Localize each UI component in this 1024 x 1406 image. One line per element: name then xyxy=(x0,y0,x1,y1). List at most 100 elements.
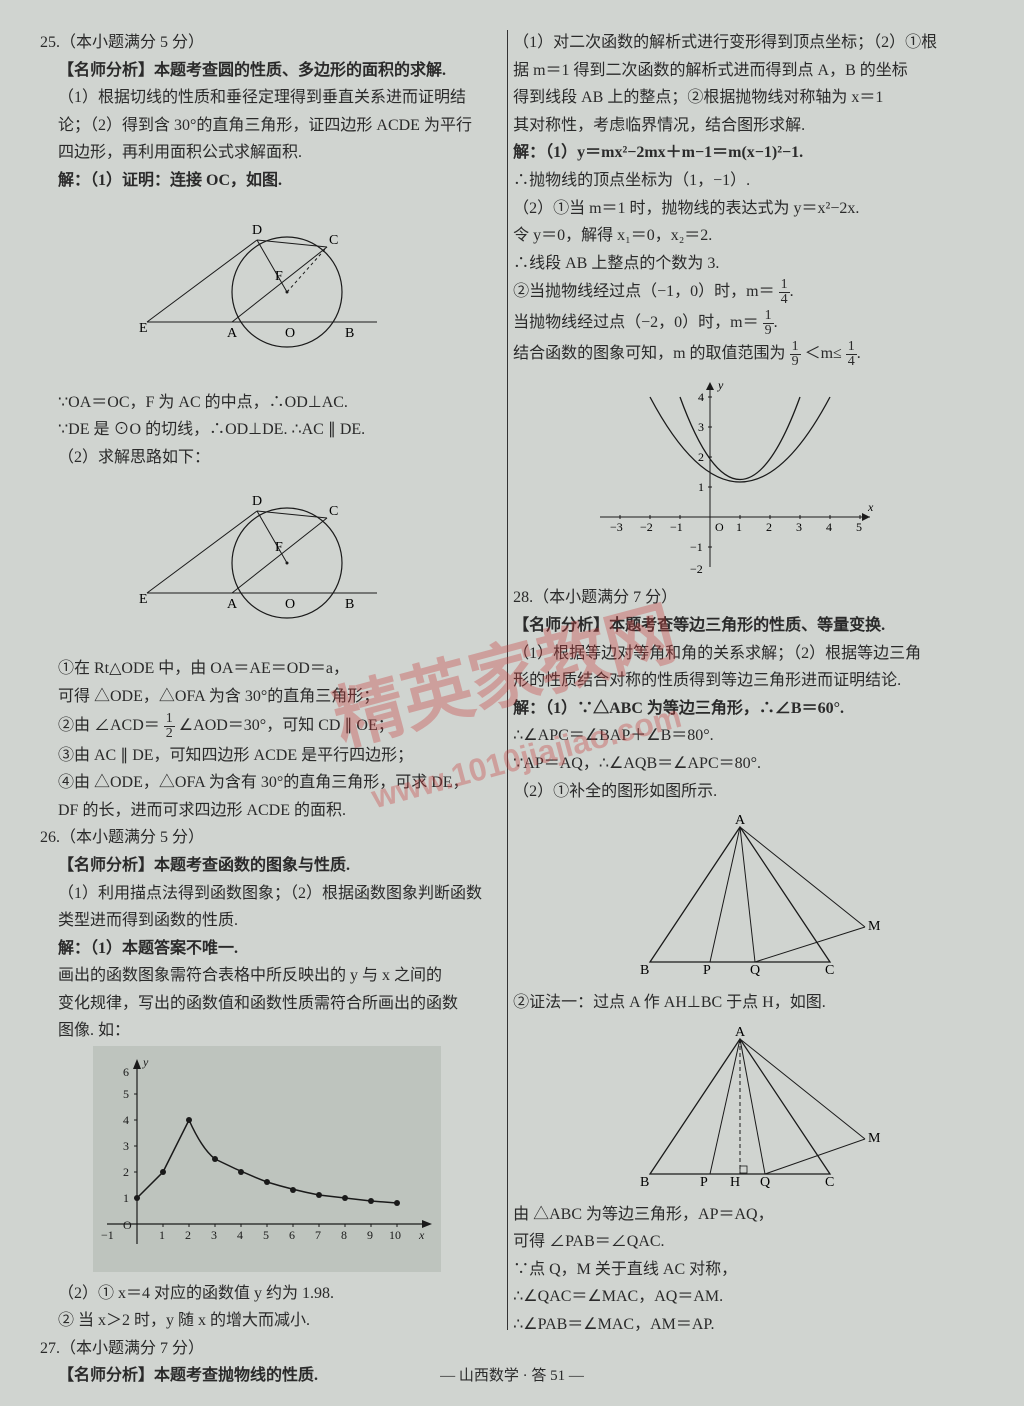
q28-p2: 可得 ∠PAB＝∠QAC. xyxy=(513,1229,966,1255)
q28-p5: ∴∠PAB＝∠MAC，AM＝AP. xyxy=(513,1312,966,1338)
q25-l2: 论；（2）得到含 30°的直角三角形，证四边形 ACDE 为平行 xyxy=(40,113,493,139)
r-l3: 得到线段 AB 上的整点；②根据抛物线对称轴为 x＝1 xyxy=(513,85,966,111)
q25-s1: ①在 Rt△ODE 中，由 OA＝AE＝OD＝a， xyxy=(40,656,493,682)
q26-l3: 画出的函数图象需符合表格中所反映出的 y 与 x 之间的 xyxy=(40,963,493,989)
svg-text:A: A xyxy=(735,1025,746,1040)
q25-l3: 四边形，再利用面积公式求解面积. xyxy=(40,140,493,166)
q28-analysis: 【名师分析】本题考查等边三角形的性质、等量变换. xyxy=(513,613,966,639)
q25-s3b: ∠AOD＝30°，可知 CD ∥ OE； xyxy=(179,717,394,734)
circle-figure-2: D C F E A O B xyxy=(127,478,407,648)
svg-text:9: 9 xyxy=(367,1228,373,1242)
triangle-figure-1: A B P Q C M xyxy=(590,812,890,982)
svg-text:H: H xyxy=(730,1175,740,1190)
label-D2: D xyxy=(252,494,262,509)
svg-text:Q: Q xyxy=(760,1175,770,1190)
q26-a1: （2）① x＝4 对应的函数值 y 约为 1.98. xyxy=(40,1281,493,1307)
q26-sol: 解：（1）本题答案不唯一. xyxy=(40,936,493,962)
svg-text:x: x xyxy=(867,500,874,514)
q25-s4: ③由 AC ∥ DE，可知四边形 ACDE 是平行四边形； xyxy=(40,743,493,769)
r-sol8-mid: ＜m≤ xyxy=(805,346,842,363)
triangle-figure-2: A B P H Q C M xyxy=(590,1024,890,1194)
frac-1-9: 19 xyxy=(763,309,774,338)
label-O2: O xyxy=(285,597,295,612)
q25-sol-header: 解：（1）证明：连接 OC，如图. xyxy=(40,168,493,194)
svg-text:3: 3 xyxy=(211,1228,217,1242)
r-sol7a: 当抛物线经过点（−2，0）时，m＝ xyxy=(513,315,758,332)
r-sol6: ②当抛物线经过点（−1，0）时，m＝ 14. xyxy=(513,278,966,307)
q25-header: 25.（本小题满分 5 分） xyxy=(40,30,493,56)
label-A: A xyxy=(227,326,238,341)
r-sol2: ∴抛物线的顶点坐标为（1，−1）. xyxy=(513,168,966,194)
q25-p2: ∵DE 是 ⊙O 的切线，∴OD⊥DE. ∴AC ∥ DE. xyxy=(40,417,493,443)
svg-text:−1: −1 xyxy=(690,540,703,554)
label-A2: A xyxy=(227,597,238,612)
svg-text:P: P xyxy=(703,963,711,978)
r-sol6a: ②当抛物线经过点（−1，0）时，m＝ xyxy=(513,284,774,301)
svg-text:M: M xyxy=(868,919,881,934)
q25-analysis: 【名师分析】本题考查圆的性质、多边形的面积的求解. xyxy=(40,58,493,84)
q26-l2: 类型进而得到函数的性质. xyxy=(40,908,493,934)
svg-text:−1: −1 xyxy=(101,1228,114,1242)
label-C: C xyxy=(329,233,338,248)
q25-p3: （2）求解思路如下： xyxy=(40,445,493,471)
q26-header: 26.（本小题满分 5 分） xyxy=(40,825,493,851)
svg-text:1: 1 xyxy=(123,1191,129,1205)
q28-sol4: （2）①补全的图形如图所示. xyxy=(513,779,966,805)
svg-text:2: 2 xyxy=(766,520,772,534)
q26-l5: 图像. 如： xyxy=(40,1018,493,1044)
svg-text:4: 4 xyxy=(826,520,832,534)
svg-text:5: 5 xyxy=(263,1228,269,1242)
label-E: E xyxy=(139,321,148,336)
page-content: 25.（本小题满分 5 分） 【名师分析】本题考查圆的性质、多边形的面积的求解.… xyxy=(40,30,984,1391)
label-B2: B xyxy=(345,597,354,612)
frac-1-4: 14 xyxy=(779,278,790,307)
q28-sol2: ∴∠APC＝∠BAP＋∠B＝80°. xyxy=(513,723,966,749)
q28-header: 28.（本小题满分 7 分） xyxy=(513,585,966,611)
r-sol5: ∴线段 AB 上整点的个数为 3. xyxy=(513,251,966,277)
frac-1-9b: 19 xyxy=(790,340,801,369)
svg-text:4: 4 xyxy=(123,1113,129,1127)
svg-text:x: x xyxy=(418,1228,425,1242)
parabola-chart: −3 −2 −1 O 1 2 3 4 5 1 2 3 4 −1 −2 y x xyxy=(590,377,890,577)
q28-l1: （1）根据等边对等角和角的关系求解；（2）根据等边三角 xyxy=(513,641,966,667)
left-column: 25.（本小题满分 5 分） 【名师分析】本题考查圆的性质、多边形的面积的求解.… xyxy=(40,30,493,1391)
svg-text:5: 5 xyxy=(856,520,862,534)
r-sol1: 解：（1）y＝mx²−2mx＋m−1＝m(x−1)²−1. xyxy=(513,140,966,166)
q25-l1: （1）根据切线的性质和垂径定理得到垂直关系进而证明结 xyxy=(40,85,493,111)
svg-text:C: C xyxy=(825,1175,834,1190)
svg-text:C: C xyxy=(825,963,834,978)
svg-text:O: O xyxy=(715,520,724,534)
svg-text:A: A xyxy=(735,813,746,828)
q28-sol3: ∵AP＝AQ，∴∠AQB＝∠APC＝80°. xyxy=(513,751,966,777)
q25-s6: DF 的长，进而可求四边形 ACDE 的面积. xyxy=(40,798,493,824)
label-C2: C xyxy=(329,504,338,519)
q26-chart-area: O 1 2 3 4 5 6 −1 y 1 2 3 xyxy=(93,1046,441,1272)
q26-analysis: 【名师分析】本题考查函数的图象与性质. xyxy=(40,853,493,879)
q26-chart: O 1 2 3 4 5 6 −1 y 1 2 3 xyxy=(97,1054,437,1264)
q26-l4: 变化规律，写出的函数值和函数性质需符合所画出的函数 xyxy=(40,991,493,1017)
r-sol3: （2）①当 m＝1 时，抛物线的表达式为 y＝x²−2x. xyxy=(513,196,966,222)
label-B: B xyxy=(345,326,354,341)
r-sol7: 当抛物线经过点（−2，0）时，m＝ 19. xyxy=(513,309,966,338)
svg-text:7: 7 xyxy=(315,1228,321,1242)
svg-text:−2: −2 xyxy=(690,562,703,576)
svg-text:Q: Q xyxy=(750,963,760,978)
q28-p3: ∵点 Q，M 关于直线 AC 对称， xyxy=(513,1257,966,1283)
svg-text:−1: −1 xyxy=(670,520,683,534)
svg-text:B: B xyxy=(640,963,649,978)
svg-text:1: 1 xyxy=(159,1228,165,1242)
svg-text:y: y xyxy=(717,378,724,392)
label-F: F xyxy=(275,269,283,284)
q26-l1: （1）利用描点法得到函数图象；（2）根据函数图象判断函数 xyxy=(40,881,493,907)
svg-text:6: 6 xyxy=(123,1065,129,1079)
frac-1-4b: 14 xyxy=(846,340,857,369)
svg-text:y: y xyxy=(142,1055,149,1069)
svg-text:8: 8 xyxy=(341,1228,347,1242)
svg-text:3: 3 xyxy=(698,420,704,434)
circle-figure-1: D C F E A O B xyxy=(127,202,407,382)
r-l1: （1）对二次函数的解析式进行变形得到顶点坐标；（2）①根 xyxy=(513,30,966,56)
svg-text:1: 1 xyxy=(698,480,704,494)
q25-p1: ∵OA＝OC，F 为 AC 的中点，∴OD⊥AC. xyxy=(40,390,493,416)
svg-text:3: 3 xyxy=(123,1139,129,1153)
label-O: O xyxy=(285,326,295,341)
